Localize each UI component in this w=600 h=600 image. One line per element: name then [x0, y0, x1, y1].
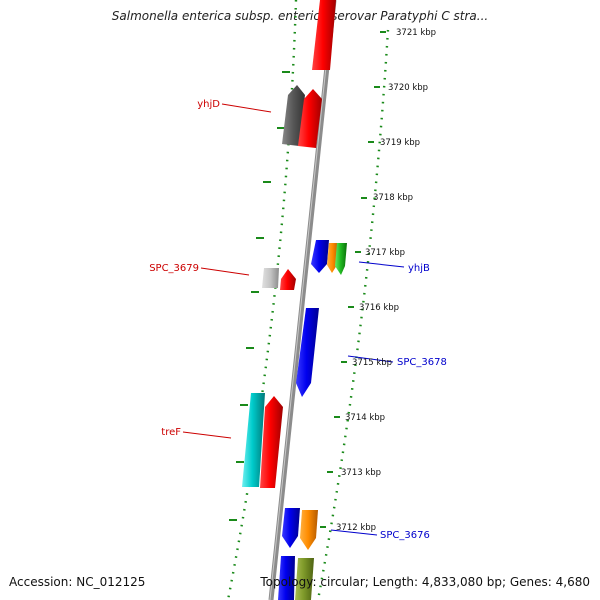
scale-tick-label: 3715 kbp	[352, 358, 392, 368]
gene-features	[242, 0, 347, 600]
gene-blue-SPC_3676	[282, 508, 300, 548]
gene-label[interactable]: SPC_3678	[397, 357, 447, 368]
gene-orange-SPC_3676	[300, 510, 318, 550]
gene-label[interactable]: SPC_3679	[149, 263, 199, 274]
scale-tick-label: 3721 kbp	[396, 28, 436, 38]
gene-label[interactable]: yhjB	[408, 263, 430, 274]
gene-red-treF	[260, 396, 283, 488]
gene-cyan-treF	[242, 393, 265, 487]
scale-tick-label: 3720 kbp	[388, 83, 428, 93]
gene-olive-bottom	[295, 558, 314, 600]
gene-red-SPC_3679	[280, 269, 296, 290]
gene-blue-bottom	[278, 556, 295, 600]
dotted-tick-rings	[226, 0, 390, 600]
gene-blue-SPC_3678	[296, 308, 319, 397]
minor-tick-marks	[229, 31, 386, 528]
gene-red-top	[312, 0, 336, 70]
map-title: Salmonella enterica subsp. enterica sero…	[111, 9, 489, 23]
genome-backbone-highlight	[269, 0, 334, 600]
gene-label[interactable]: treF	[161, 427, 181, 438]
accession-text: Accession: NC_012125	[9, 575, 146, 589]
gene-label-lines	[182, 103, 405, 536]
gene-gray-SPC_3679	[262, 268, 279, 288]
scale-tick-label: 3714 kbp	[345, 413, 385, 423]
gene-red-yhjD	[298, 89, 322, 148]
gene-label[interactable]: yhjD	[197, 99, 220, 110]
gene-blue-yhjB	[311, 240, 329, 273]
gene-green-yhjB	[335, 243, 347, 275]
gene-dark-gray	[282, 85, 305, 146]
genome-summary-text: Topology: circular; Length: 4,833,080 bp…	[260, 575, 590, 589]
scale-tick-label: 3716 kbp	[359, 303, 399, 313]
genome-backbone	[268, 0, 337, 600]
scale-tick-label: 3712 kbp	[336, 523, 376, 533]
scale-tick-label: 3713 kbp	[341, 468, 381, 478]
scale-tick-label: 3718 kbp	[373, 193, 413, 203]
scale-tick-label: 3717 kbp	[365, 248, 405, 258]
inner-tick-ring	[316, 29, 390, 600]
gene-label[interactable]: SPC_3676	[380, 530, 430, 541]
scale-tick-label: 3719 kbp	[380, 138, 420, 148]
